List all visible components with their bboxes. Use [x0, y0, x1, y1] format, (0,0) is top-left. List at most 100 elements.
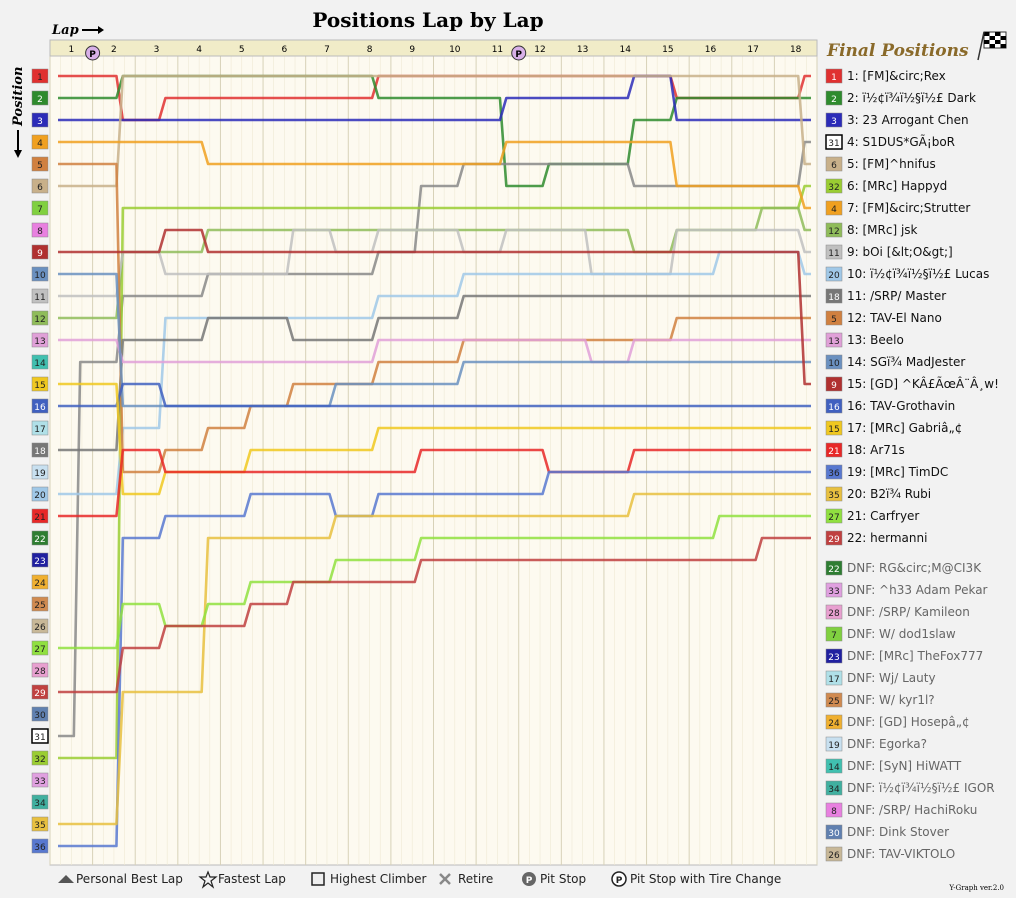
- svg-text:7: 7: [831, 631, 837, 641]
- final-position-row: 2 2: ï½¢ï¾ï½§ï½£ Dark: [825, 90, 976, 106]
- svg-text:11: /SRP/ Master: 11: /SRP/ Master: [847, 289, 946, 303]
- dnf-row: 23 DNF: [MRc] TheFox777: [825, 648, 983, 664]
- svg-text:14: 14: [828, 763, 840, 773]
- svg-text:30: 30: [34, 711, 46, 721]
- series-line: [58, 140, 811, 210]
- svg-text:36: 36: [34, 843, 46, 853]
- svg-text:13: 13: [828, 337, 839, 347]
- svg-text:2: 2: [831, 95, 837, 105]
- svg-text:20: 20: [828, 271, 840, 281]
- final-position-row: 21 18: Ar71s: [825, 442, 905, 458]
- svg-text:22: hermanni: 22: hermanni: [847, 531, 927, 545]
- series-line: [58, 74, 811, 122]
- position-badge: 22: [31, 530, 49, 546]
- svg-text:20: 20: [34, 491, 46, 501]
- svg-text:DNF: [GD] Hosepâ„¢: DNF: [GD] Hosepâ„¢: [847, 715, 970, 729]
- final-position-row: 10 14: SGï¾ MadJester: [825, 354, 965, 370]
- position-badge: 32: [31, 750, 49, 766]
- position-badge: 17: [31, 420, 49, 436]
- svg-text:8: 8: [831, 807, 837, 817]
- svg-text:9: 9: [37, 249, 43, 259]
- position-badge: 2: [31, 90, 49, 106]
- svg-text:12: 12: [828, 227, 839, 237]
- dnf-row: 28 DNF: /SRP/ Kamileon: [825, 604, 970, 620]
- series-line: [58, 294, 811, 452]
- svg-text:DNF: [SyN] HiWATT: DNF: [SyN] HiWATT: [847, 759, 962, 773]
- final-position-row: 12 8: [MRc] jsk: [825, 222, 918, 238]
- svg-text:16: 16: [828, 403, 840, 413]
- dnf-list: 22 DNF: RG&circ;M@CI3K 33 DNF: ^h33 Adam Pe…: [825, 560, 995, 862]
- svg-text:32: 32: [34, 755, 45, 765]
- svg-text:DNF: Wj/ Lauty: DNF: Wj/ Lauty: [847, 671, 936, 685]
- final-position-row: 6 5: [FM]^hnifus: [825, 156, 936, 172]
- svg-text:26: 26: [828, 851, 840, 861]
- pit-stop-marker: P: [85, 45, 101, 61]
- lap-tick-label: 7: [324, 45, 330, 55]
- final-position-row: 4 7: [FM]&circ;Strutter: [825, 200, 970, 216]
- svg-text:P: P: [89, 50, 96, 60]
- position-badge: 16: [31, 398, 49, 414]
- legend-item: P Pit Stop: [522, 872, 586, 886]
- pit-stop-marker: P: [511, 45, 527, 61]
- svg-text:4: S1DUS*GÃ¡boR: 4: S1DUS*GÃ¡boR: [847, 134, 955, 149]
- lap-tick-label: 16: [705, 45, 717, 55]
- checkered-flag-icon: [977, 31, 1007, 61]
- svg-text:Pit Stop with Tire Change: Pit Stop with Tire Change: [630, 872, 781, 886]
- final-positions-header: Final Positions: [826, 31, 1007, 61]
- svg-text:P: P: [616, 876, 623, 886]
- svg-text:Retire: Retire: [458, 872, 493, 886]
- position-badge: 34: [31, 794, 49, 810]
- svg-text:1: [FM]&circ;Rex: 1: [FM]&circ;Rex: [847, 69, 946, 83]
- series-lines: [58, 74, 811, 848]
- final-positions-title: Final Positions: [826, 41, 969, 61]
- final-position-row: 16 16: TAV-Grothavin: [825, 398, 955, 414]
- svg-text:Position: Position: [11, 67, 26, 127]
- series-line: [58, 228, 811, 298]
- svg-text:26: 26: [34, 623, 46, 633]
- position-badge: 8: [31, 222, 49, 238]
- svg-text:15: 15: [828, 425, 839, 435]
- svg-text:DNF: ^h33 Adam Pekar: DNF: ^h33 Adam Pekar: [847, 583, 988, 597]
- lap-tick-label: 18: [790, 45, 802, 55]
- svg-text:19: 19: [34, 469, 46, 479]
- position-badge: 19: [31, 464, 49, 480]
- triangle-icon: [58, 875, 74, 883]
- svg-text:5: 5: [831, 315, 837, 325]
- position-badge: 11: [31, 288, 49, 304]
- svg-text:5: [FM]^hnifus: 5: [FM]^hnifus: [847, 157, 936, 171]
- dnf-row: 19 DNF: Egorka?: [825, 736, 927, 752]
- svg-text:DNF: RG&circ;M@CI3K: DNF: RG&circ;M@CI3K: [847, 561, 982, 575]
- svg-text:14: 14: [34, 359, 46, 369]
- svg-text:8: 8: [37, 227, 43, 237]
- position-badge: 21: [31, 508, 49, 524]
- position-badges: 1234567891011121314151617181920212223242…: [31, 68, 49, 854]
- series-line: [58, 448, 811, 518]
- final-position-row: 20 10: ï½¢ï¾ï½§ï½£ Lucas: [825, 266, 989, 282]
- position-badge: 15: [31, 376, 49, 392]
- dnf-row: 33 DNF: ^h33 Adam Pekar: [825, 582, 988, 598]
- lap-tick-label: 4: [196, 45, 202, 55]
- svg-text:34: 34: [34, 799, 46, 809]
- svg-text:DNF: Dink Stover: DNF: Dink Stover: [847, 825, 949, 839]
- svg-text:Lap: Lap: [51, 23, 79, 38]
- lap-tick-label: 5: [239, 45, 245, 55]
- svg-text:35: 35: [828, 491, 839, 501]
- svg-text:8: [MRc] jsk: 8: [MRc] jsk: [847, 223, 918, 237]
- svg-text:18: 18: [34, 447, 46, 457]
- position-badge: 35: [31, 816, 49, 832]
- svg-text:Fastest Lap: Fastest Lap: [218, 872, 286, 886]
- dnf-row: 8 DNF: /SRP/ HachiRoku: [825, 802, 977, 818]
- dnf-row: 7 DNF: W/ dod1slaw: [825, 626, 956, 642]
- svg-text:33: 33: [34, 777, 45, 787]
- svg-text:16: TAV-Grothavin: 16: TAV-Grothavin: [847, 399, 955, 413]
- position-badge: 9: [31, 244, 49, 260]
- final-positions-list: 1 1: [FM]&circ;Rex 2 2: ï½¢ï¾ï½§ï½£ Dark 3 3:…: [825, 68, 999, 546]
- svg-text:DNF: [MRc] TheFox777: DNF: [MRc] TheFox777: [847, 649, 983, 663]
- svg-text:DNF: Egorka?: DNF: Egorka?: [847, 737, 927, 751]
- series-line: [58, 184, 811, 760]
- svg-text:25: 25: [34, 601, 45, 611]
- position-badge: 36: [31, 838, 49, 854]
- position-badge: 30: [31, 706, 49, 722]
- svg-text:36: 36: [828, 469, 840, 479]
- position-badge: 3: [31, 112, 49, 128]
